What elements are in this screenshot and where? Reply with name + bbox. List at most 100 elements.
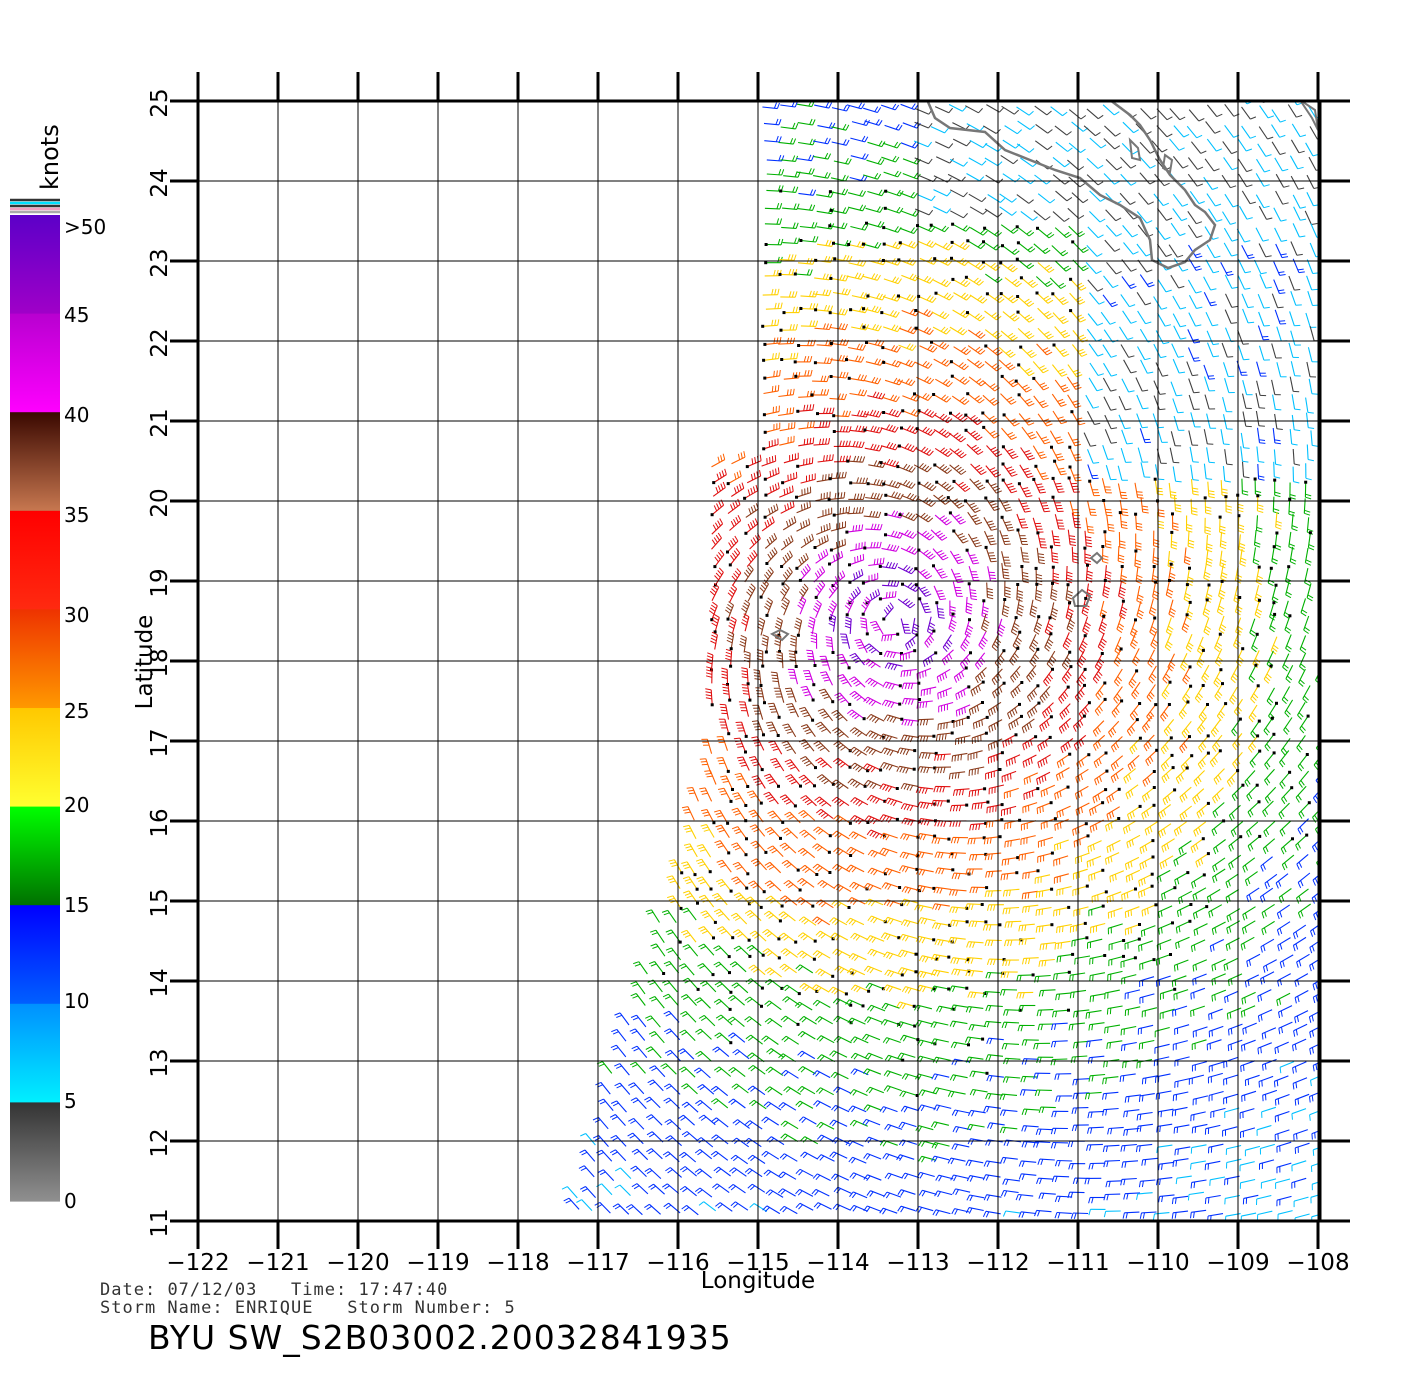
wind-barb [1062,632,1072,651]
wind-barb [1034,1209,1052,1217]
wind-barb [1119,192,1136,205]
wind-barb [1240,1212,1257,1221]
colorbar-tick-label: 25 [64,699,89,723]
wind-barb [1093,751,1108,768]
wind-barb [776,651,784,669]
wind-barb [780,500,795,514]
wind-barb [1175,919,1192,934]
wind-barb [1034,874,1051,884]
wind-barb [728,1098,746,1109]
wind-barb [964,1036,985,1044]
wind-barb [1156,1177,1173,1186]
wind-barb [1306,444,1315,462]
wind-barb [1211,819,1226,836]
wind-barb [1244,1074,1260,1087]
wind-barb [948,771,966,780]
wind-barb [1039,91,1056,100]
wind-barb [865,358,884,366]
wind-barb [1296,853,1309,870]
wind-barb [846,967,866,976]
wind-barb [1205,259,1220,274]
wind-barb [983,1020,1002,1028]
wind-barb [829,1050,848,1058]
wind-barb [1175,936,1190,950]
wind-barb [816,239,835,247]
wind-barb [1050,106,1068,117]
wind-barb [1224,274,1238,289]
wind-barb [1139,1211,1157,1219]
wind-barb [730,912,748,925]
wind-barb [746,583,756,602]
wind-barb [1290,139,1305,154]
wind-barb [610,1044,627,1058]
wind-barb [1021,718,1035,734]
wind-barb [1086,500,1097,516]
wind-barb [1239,548,1247,567]
wind-barb [786,703,799,718]
wind-barb [795,1188,814,1197]
wind-barb [1285,580,1292,599]
wind-barb [596,1149,613,1162]
wind-barb [1122,1211,1140,1219]
wind-barb [1241,106,1257,120]
wind-barb [1032,477,1046,494]
wind-barb [832,727,849,739]
wind-barb [1159,987,1177,1000]
wind-barb [747,790,763,805]
wind-barb [765,1189,784,1198]
wind-barb [1016,528,1028,545]
wind-barb [1325,1107,1339,1119]
wind-barb [1163,719,1175,737]
wind-barb [915,850,934,859]
wind-barb [815,808,834,819]
wind-barb [1290,175,1305,190]
wind-barb [967,1138,986,1145]
wind-barb [1306,259,1319,274]
wind-barb [1226,1158,1242,1169]
wind-barb [1193,923,1208,937]
wind-barb [1242,380,1253,396]
wind-barb [1188,312,1202,327]
wind-barb [1034,582,1043,602]
wind-barb [1216,702,1228,721]
wind-barb [932,1087,951,1094]
longitude-tick-label: −118 [486,1250,549,1276]
wind-barb [1017,1024,1035,1032]
wind-barb [1304,480,1312,500]
wind-barb [1242,1194,1259,1205]
wind-barb [864,1136,883,1144]
wind-barb [1331,1006,1344,1019]
wind-barb [1094,769,1109,786]
wind-barb [949,550,965,565]
wind-barb [941,649,954,666]
wind-barb [765,895,784,908]
wind-barb [986,1074,1004,1082]
wind-barb [1257,1042,1273,1055]
wind-barb [812,375,830,383]
wind-barb [1128,669,1139,689]
wind-barb [1256,1194,1272,1206]
wind-barb [650,929,665,944]
wind-barb [1089,211,1106,223]
wind-barb [1104,852,1120,865]
wind-barb [1123,1109,1140,1118]
wind-barb [726,470,742,486]
wind-barb [883,1085,902,1092]
wind-barb [969,294,988,304]
wind-barb [681,1101,699,1113]
wind-barb [968,701,984,716]
wind-barb [935,867,955,875]
wind-barb [1222,141,1238,155]
wind-barb [1018,1160,1037,1167]
wind-barb [1001,445,1019,460]
wind-barb [1224,309,1238,324]
wind-barb [987,904,1004,911]
wind-barb [964,956,983,964]
longitude-tick-label: −116 [646,1250,709,1276]
wind-barb [1002,1178,1020,1186]
wind-barb [1208,1008,1223,1021]
wind-barb [780,597,790,616]
wind-barb [1204,158,1220,172]
wind-barb [825,636,835,654]
wind-barb [1291,414,1301,432]
